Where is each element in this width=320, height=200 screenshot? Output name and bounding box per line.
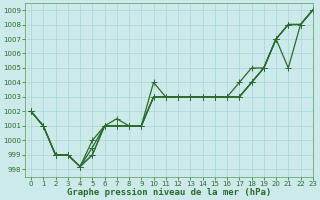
X-axis label: Graphe pression niveau de la mer (hPa): Graphe pression niveau de la mer (hPa) <box>67 188 271 197</box>
